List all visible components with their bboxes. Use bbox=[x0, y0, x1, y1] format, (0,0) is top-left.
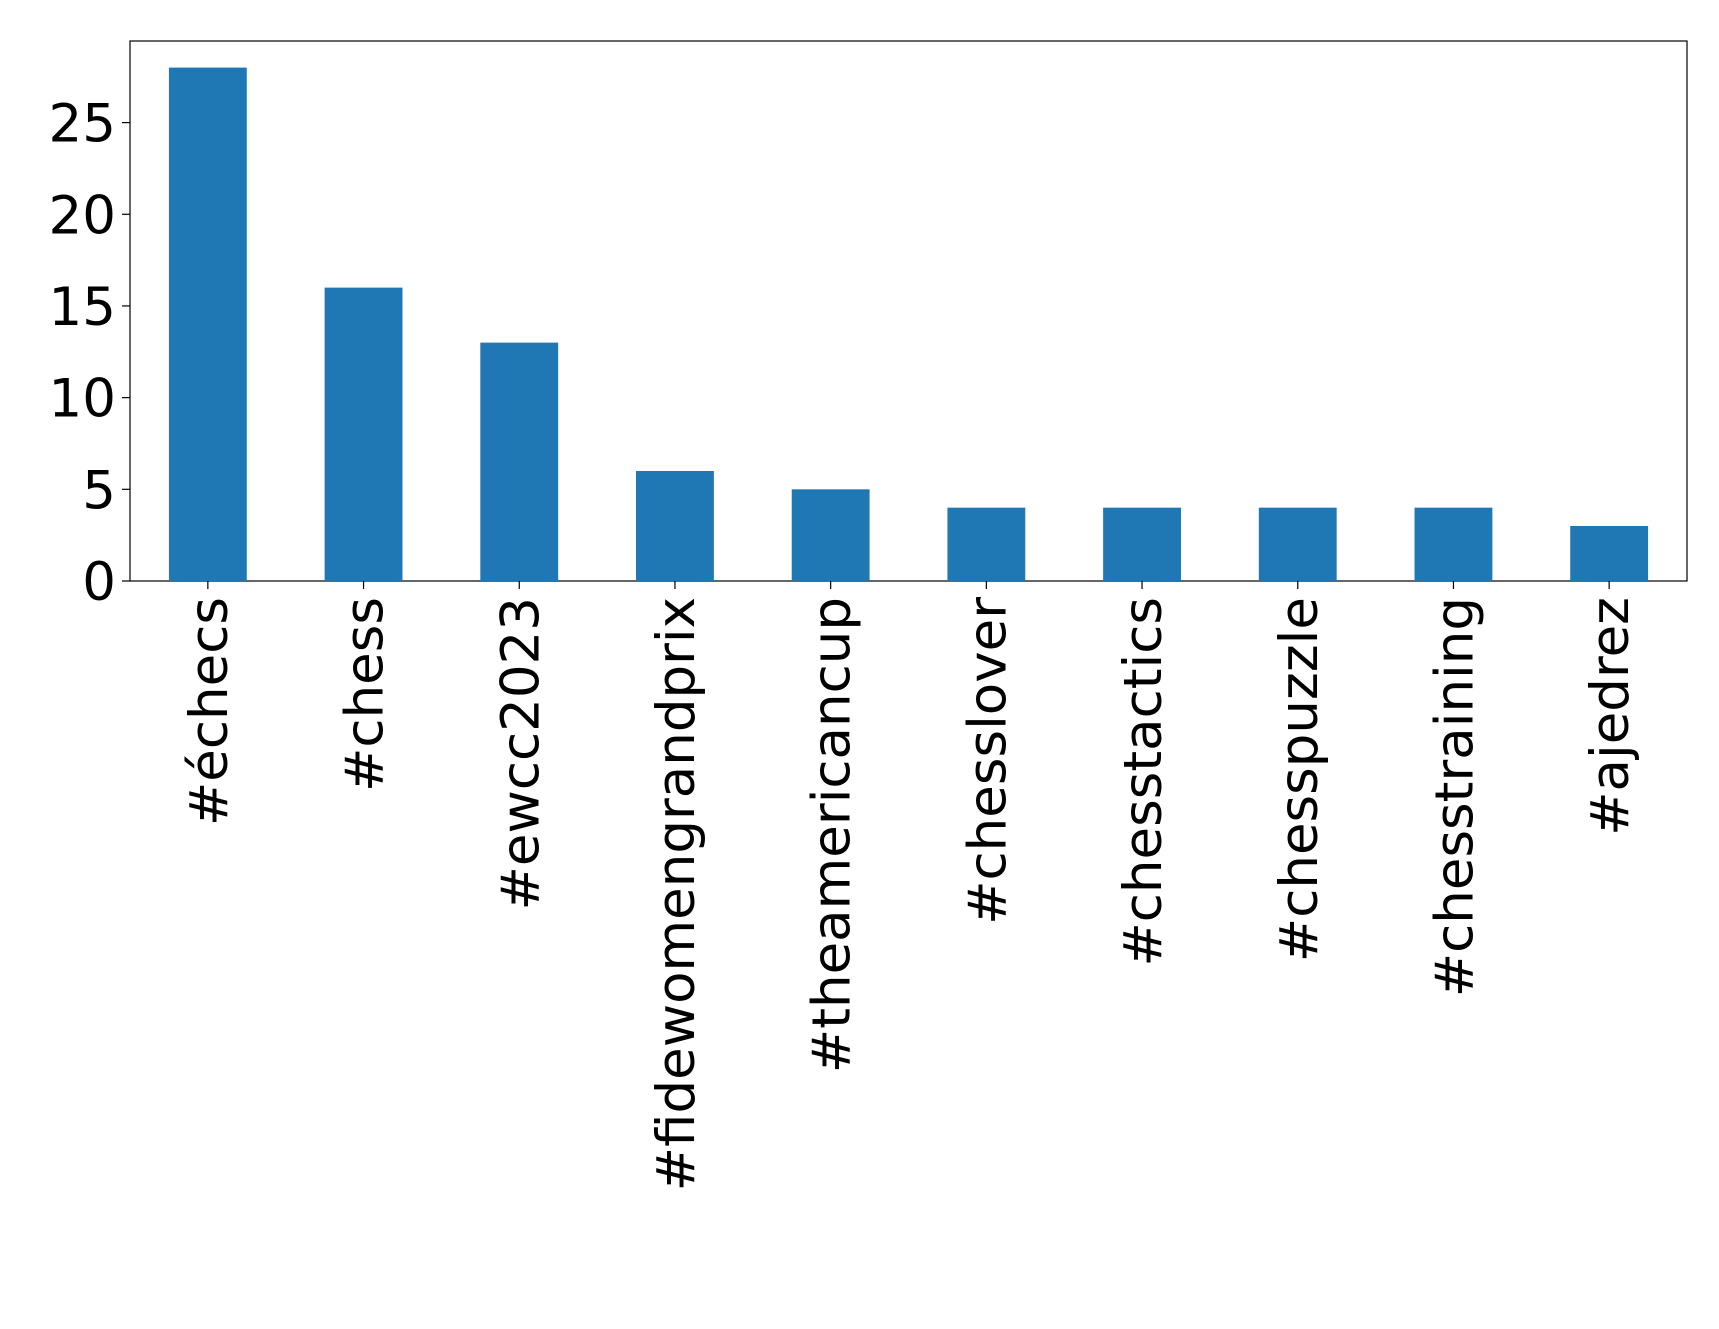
bar bbox=[168, 67, 247, 582]
bar bbox=[1570, 525, 1649, 581]
y-tick-label: 20 bbox=[49, 185, 116, 246]
x-tick-label: #ewcc2023 bbox=[490, 597, 551, 911]
x-tick-label: #chesstactics bbox=[1113, 597, 1174, 967]
x-tick-label: #chess bbox=[335, 597, 396, 792]
bar bbox=[636, 470, 714, 581]
x-tick-label: #fidewomengrandprix bbox=[646, 597, 707, 1191]
y-tick-label: 15 bbox=[49, 277, 116, 338]
y-tick-label: 0 bbox=[82, 552, 116, 613]
x-tick-label: #chesspuzzle bbox=[1269, 597, 1330, 962]
x-tick-label: #chesslover bbox=[957, 597, 1018, 925]
plot-frame bbox=[129, 40, 1688, 582]
bar bbox=[1103, 507, 1181, 581]
y-tick-label: 5 bbox=[82, 460, 116, 521]
x-tick-label: #échecs bbox=[179, 597, 240, 826]
y-tick-label: 10 bbox=[49, 369, 116, 430]
bar bbox=[791, 489, 870, 581]
bar bbox=[947, 507, 1026, 581]
y-tick-label: 25 bbox=[49, 94, 116, 155]
bar bbox=[1414, 507, 1493, 581]
x-tick-label: #chesstraining bbox=[1424, 597, 1485, 997]
bar bbox=[480, 342, 559, 581]
x-tick-label: #theamericancup bbox=[802, 597, 863, 1073]
bar bbox=[324, 287, 403, 581]
bar bbox=[1258, 507, 1337, 581]
x-tick-label: #ajedrez bbox=[1580, 597, 1641, 836]
